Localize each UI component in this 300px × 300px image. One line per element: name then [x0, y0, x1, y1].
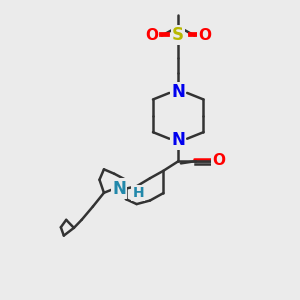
- Text: O: O: [145, 28, 158, 43]
- Text: O: O: [199, 28, 212, 43]
- Text: N: N: [171, 130, 185, 148]
- Text: H: H: [132, 186, 144, 200]
- Text: O: O: [212, 153, 225, 168]
- Text: N: N: [112, 180, 126, 198]
- Text: N: N: [171, 83, 185, 101]
- Text: S: S: [172, 26, 184, 44]
